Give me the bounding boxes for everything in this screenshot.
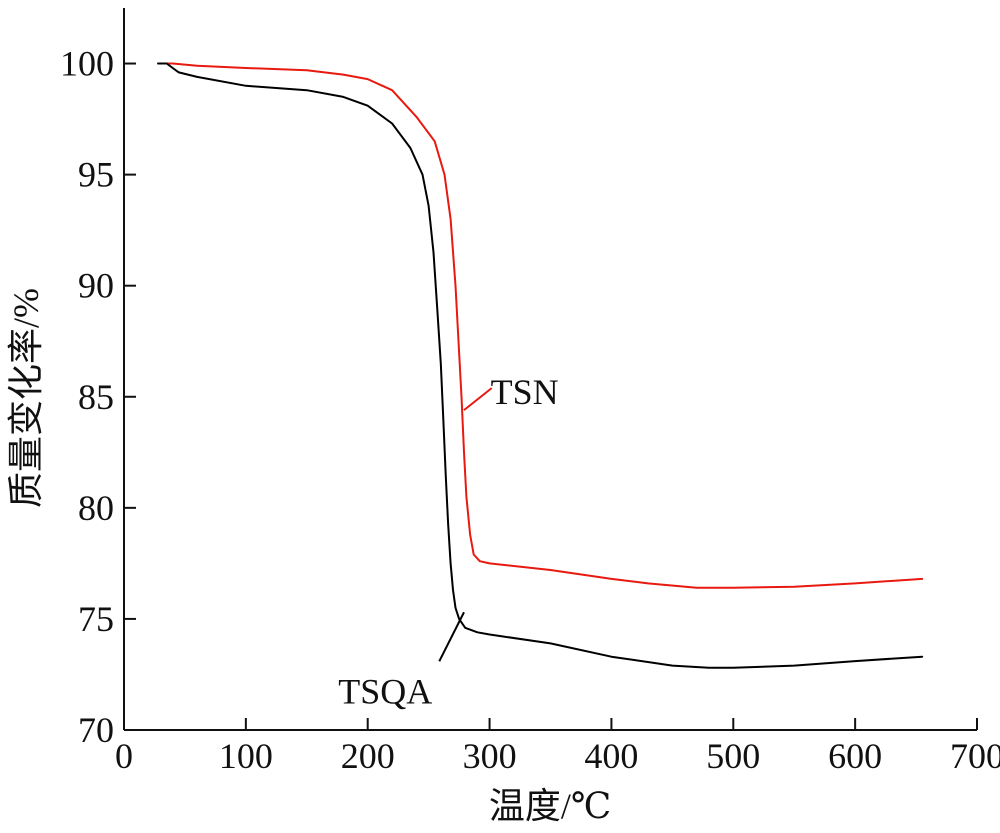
x-tick-label: 600 (828, 736, 882, 776)
y-axis-label: 质量变化率/% (6, 288, 46, 508)
annotation-leader-tsqa (438, 611, 465, 662)
x-tick-label: 700 (950, 736, 1000, 776)
x-ticks: 0 100 200 300 400 500 600 700 (115, 718, 1000, 776)
annotations: TSN TSQA (338, 372, 558, 711)
x-axis-label: 温度/℃ (489, 786, 611, 826)
annotation-label-tsn: TSN (491, 372, 559, 412)
x-tick-label: 0 (115, 736, 133, 776)
y-tick-label: 90 (78, 266, 114, 306)
x-tick-label: 500 (706, 736, 760, 776)
y-tick-label: 75 (78, 599, 114, 639)
x-tick-label: 100 (219, 736, 273, 776)
y-tick-label: 70 (78, 710, 114, 750)
y-tick-label: 85 (78, 377, 114, 417)
x-tick-label: 300 (463, 736, 517, 776)
y-tick-label: 95 (78, 155, 114, 195)
annotation-label-tsqa: TSQA (338, 671, 432, 711)
series-lines (157, 62, 924, 669)
y-tick-label: 100 (60, 44, 114, 84)
y-ticks: 70 75 80 85 90 95 100 (60, 44, 136, 750)
y-tick-label: 80 (78, 488, 114, 528)
x-tick-label: 400 (584, 736, 638, 776)
series-line-tsqa (157, 62, 924, 669)
series-line-tsn (157, 62, 924, 589)
axes (123, 8, 977, 731)
annotation-leader-tsn (463, 387, 493, 411)
x-tick-label: 200 (341, 736, 395, 776)
